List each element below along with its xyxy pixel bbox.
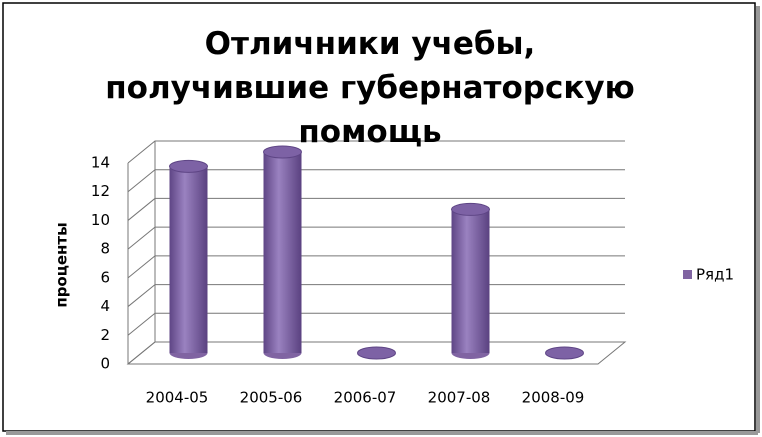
chart-title: Отличники учебы, получившие губернаторск…: [105, 26, 635, 150]
bar: [169, 166, 208, 353]
legend-label: Ряд1: [696, 266, 734, 284]
y-axis-title: проценты: [53, 222, 71, 307]
bar-top: [263, 145, 302, 159]
y-tick-label: 2: [100, 326, 110, 344]
bar: [451, 209, 490, 353]
x-tick-label: 2004-05: [146, 389, 209, 407]
bar-top: [451, 202, 490, 216]
y-tick-label: 8: [100, 240, 110, 258]
x-tick-label: 2007-08: [428, 389, 491, 407]
bar-top: [169, 159, 208, 173]
bar: [263, 152, 302, 353]
y-tick-label: 14: [91, 154, 110, 172]
legend-swatch: [683, 270, 692, 279]
bar-top: [357, 346, 396, 360]
x-tick-label: 2008-09: [522, 389, 585, 407]
y-tick-label: 4: [100, 297, 110, 315]
x-tick-label: 2006-07: [334, 389, 397, 407]
y-tick-label: 0: [100, 355, 110, 373]
y-tick-label: 6: [100, 268, 110, 286]
x-tick-label: 2005-06: [240, 389, 303, 407]
y-tick-label: 10: [91, 211, 110, 229]
bar-top: [545, 346, 584, 360]
y-tick-label: 12: [91, 182, 110, 200]
